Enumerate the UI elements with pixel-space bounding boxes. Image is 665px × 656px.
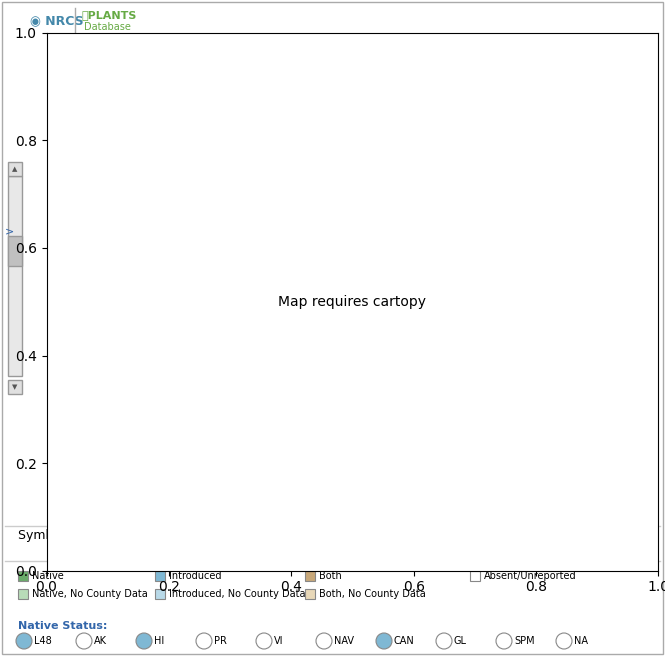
Text: L48: L48 <box>34 636 52 646</box>
Text: GL: GL <box>454 636 467 646</box>
Circle shape <box>496 633 512 649</box>
Text: Native, No County Data: Native, No County Data <box>32 589 148 599</box>
Bar <box>155 571 165 581</box>
Text: SPM: SPM <box>514 636 535 646</box>
Text: CAN: CAN <box>394 636 415 646</box>
Circle shape <box>256 633 272 649</box>
Circle shape <box>196 633 212 649</box>
Text: Both, No County Data: Both, No County Data <box>319 589 426 599</box>
Circle shape <box>556 633 572 649</box>
Text: Introduced: Introduced <box>169 571 221 581</box>
Circle shape <box>16 633 32 649</box>
Text: Native Status:: Native Status: <box>18 621 107 631</box>
Text: Introduced, No County Data: Introduced, No County Data <box>169 589 305 599</box>
Bar <box>18 571 28 581</box>
Text: Database: Database <box>84 22 131 32</box>
Circle shape <box>76 633 92 649</box>
Bar <box>305 571 315 581</box>
Circle shape <box>136 633 152 649</box>
Text: AK: AK <box>94 636 107 646</box>
Text: ◉ NRCS: ◉ NRCS <box>30 14 84 28</box>
Bar <box>8 380 22 394</box>
Text: Absent/Unreported: Absent/Unreported <box>484 571 577 581</box>
Bar <box>18 589 28 599</box>
Text: VI: VI <box>274 636 283 646</box>
Text: Map requires cartopy: Map requires cartopy <box>279 295 426 309</box>
Text: NA: NA <box>574 636 588 646</box>
Circle shape <box>316 633 332 649</box>
Text: HI: HI <box>154 636 164 646</box>
Circle shape <box>436 633 452 649</box>
Text: Both: Both <box>319 571 342 581</box>
Text: esri: esri <box>620 529 655 546</box>
Text: >: > <box>5 226 14 236</box>
Circle shape <box>376 633 392 649</box>
Bar <box>8 176 22 376</box>
Text: Native: Native <box>32 571 64 581</box>
Text: POWERED BY: POWERED BY <box>595 527 631 533</box>
Text: PR: PR <box>214 636 227 646</box>
Bar <box>8 236 22 266</box>
Text: Symbol: LASE: Symbol: LASE <box>18 529 104 543</box>
Text: NAV: NAV <box>334 636 354 646</box>
Text: ▼: ▼ <box>13 384 18 390</box>
Bar <box>470 571 480 581</box>
Text: USDA-NRCS-NGCE: USDA-NRCS-NGCE <box>450 531 551 541</box>
Text: ▲: ▲ <box>13 166 18 172</box>
Bar <box>305 589 315 599</box>
Bar <box>8 162 22 176</box>
Bar <box>155 589 165 599</box>
Text: 🌿PLANTS: 🌿PLANTS <box>82 10 138 20</box>
